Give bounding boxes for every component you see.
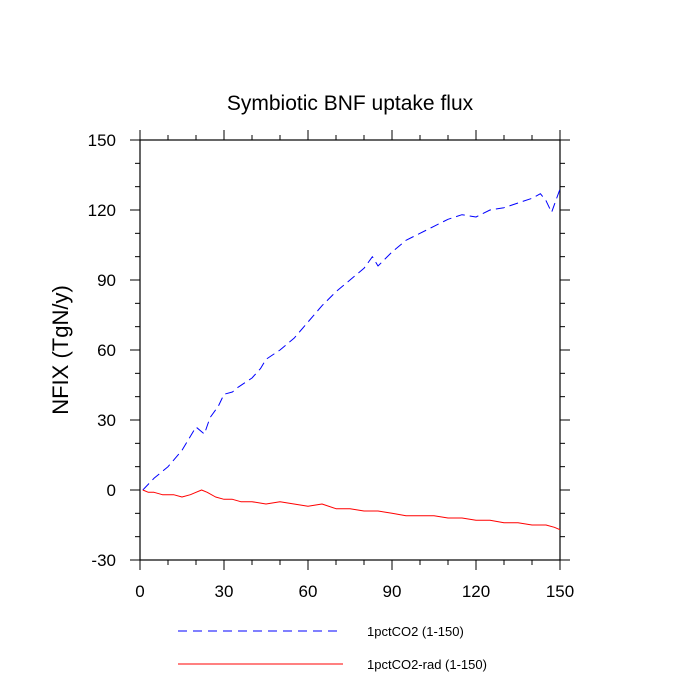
legend: 1pctCO2 (1-150) 1pctCO2-rad (1-150) (178, 624, 487, 672)
x-tick-label: 90 (383, 582, 402, 601)
series-line-1 (142, 489, 561, 531)
legend-label-1: 1pctCO2-rad (1-150) (367, 657, 487, 672)
chart-title: Symbiotic BNF uptake flux (227, 92, 474, 115)
x-tick-label: 60 (299, 582, 318, 601)
axis-tick-labels: 0 30 60 90 120 150 -30 0 30 60 90 120 150 (88, 131, 575, 601)
x-tick-label: 150 (546, 582, 574, 601)
y-tick-label: 30 (97, 411, 116, 430)
y-tick-label: 60 (97, 341, 116, 360)
y-tick-label: 0 (107, 481, 116, 500)
x-tick-label: 30 (215, 582, 234, 601)
y-tick-label: 150 (88, 131, 116, 150)
y-tick-label: -30 (91, 551, 116, 570)
axis-ticks (130, 130, 570, 570)
legend-label-0: 1pctCO2 (1-150) (367, 624, 464, 639)
y-axis-label: NFIX (TgN/y) (48, 285, 73, 415)
y-tick-label: 90 (97, 271, 116, 290)
y-tick-label: 120 (88, 201, 116, 220)
x-tick-label: 0 (135, 582, 144, 601)
x-tick-label: 120 (462, 582, 490, 601)
series-layer (142, 188, 561, 531)
plot-frame (139, 139, 561, 561)
series-line-0 (142, 188, 561, 491)
